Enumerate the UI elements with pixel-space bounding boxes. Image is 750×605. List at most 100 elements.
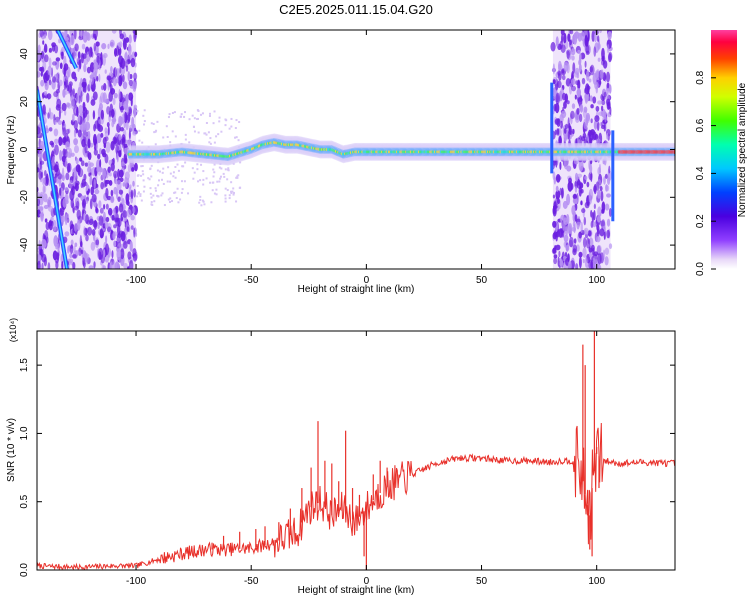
noise-speckle xyxy=(123,240,128,249)
noise-speckle xyxy=(572,221,576,228)
noise-speckle xyxy=(51,76,57,83)
noise-speckle xyxy=(51,61,57,66)
noise-speckle xyxy=(44,81,49,91)
noise-speckle xyxy=(61,51,64,60)
noise-speckle xyxy=(139,194,142,197)
noise-speckle xyxy=(109,39,115,48)
noise-speckle xyxy=(585,237,591,249)
noise-speckle xyxy=(121,198,125,206)
noise-speckle xyxy=(114,261,120,269)
noise-speckle xyxy=(161,192,164,195)
noise-speckle xyxy=(133,227,136,238)
noise-speckle xyxy=(201,199,204,202)
noise-speckle xyxy=(58,136,63,146)
noise-speckle xyxy=(39,140,45,153)
noise-speckle xyxy=(588,252,593,258)
noise-speckle xyxy=(100,109,105,120)
noise-speckle xyxy=(595,138,601,144)
noise-speckle xyxy=(77,114,81,123)
noise-speckle xyxy=(104,221,109,229)
noise-speckle xyxy=(115,78,119,84)
noise-speckle xyxy=(43,204,49,210)
y-tick-label: -20 xyxy=(19,190,30,205)
noise-speckle xyxy=(203,132,206,135)
noise-speckle xyxy=(594,70,600,79)
noise-speckle xyxy=(90,241,96,251)
snr-plot-area xyxy=(37,331,675,570)
noise-speckle xyxy=(118,169,124,178)
noise-speckle xyxy=(130,57,136,68)
noise-speckle xyxy=(590,118,593,124)
noise-speckle xyxy=(78,58,82,70)
noise-speckle xyxy=(608,243,613,249)
noise-speckle xyxy=(180,113,183,116)
noise-speckle xyxy=(141,165,144,168)
noise-speckle xyxy=(577,49,581,54)
noise-speckle xyxy=(593,203,596,210)
noise-speckle xyxy=(100,181,105,190)
noise-speckle xyxy=(66,102,71,108)
noise-speckle xyxy=(136,195,139,198)
noise-speckle xyxy=(72,261,76,269)
noise-speckle xyxy=(45,125,49,132)
noise-speckle xyxy=(43,193,48,203)
noise-speckle xyxy=(192,125,195,128)
noise-speckle xyxy=(64,187,69,192)
noise-speckle xyxy=(72,202,75,213)
noise-speckle xyxy=(54,119,57,125)
noise-speckle xyxy=(65,128,70,135)
snr-axes: -100 -50 0 50 100 0.0 0.5 1.0 1.5 xyxy=(19,331,675,587)
colorbar-tick-label: 0.4 xyxy=(695,166,706,180)
noise-speckle xyxy=(211,181,214,184)
noise-speckle xyxy=(119,33,124,40)
noise-speckle xyxy=(73,119,78,130)
noise-speckle xyxy=(124,176,128,188)
noise-speckle xyxy=(77,51,81,60)
noise-speckle xyxy=(571,55,575,61)
noise-speckle xyxy=(47,196,52,208)
noise-speckle xyxy=(166,180,169,183)
noise-speckle xyxy=(201,112,204,115)
colorbar-gradient xyxy=(711,30,737,269)
noise-speckle xyxy=(156,120,159,123)
noise-speckle xyxy=(563,128,567,134)
noise-speckle xyxy=(239,161,242,164)
noise-speckle xyxy=(53,235,59,247)
noise-speckle xyxy=(605,184,610,192)
noise-speckle xyxy=(69,220,74,230)
noise-speckle xyxy=(117,196,121,202)
noise-speckle xyxy=(588,78,592,83)
noise-speckle xyxy=(43,170,47,177)
noise-speckle xyxy=(557,70,561,76)
noise-speckle xyxy=(572,198,578,205)
noise-speckle xyxy=(576,107,580,115)
noise-speckle xyxy=(103,82,107,91)
noise-speckle xyxy=(66,152,72,158)
noise-speckle xyxy=(55,57,61,62)
noise-speckle xyxy=(100,92,106,103)
noise-speckle xyxy=(168,200,171,203)
noise-speckle xyxy=(197,180,200,183)
noise-speckle xyxy=(118,189,124,195)
noise-speckle xyxy=(102,265,107,269)
noise-speckle xyxy=(107,207,113,216)
noise-speckle xyxy=(196,118,199,121)
noise-speckle xyxy=(569,130,573,135)
noise-speckle xyxy=(107,125,110,136)
noise-speckle xyxy=(232,187,235,190)
noise-speckle xyxy=(122,74,125,83)
snr-multiplier: (x10⁴) xyxy=(8,318,18,342)
noise-speckle xyxy=(574,186,578,193)
noise-speckle xyxy=(603,176,606,185)
noise-speckle xyxy=(99,207,104,214)
noise-speckle xyxy=(167,116,170,119)
noise-speckle xyxy=(590,209,593,218)
noise-speckle xyxy=(105,216,110,223)
noise-speckle xyxy=(54,138,59,145)
noise-speckle xyxy=(108,91,113,102)
noise-speckle xyxy=(42,40,45,45)
noise-speckle xyxy=(590,104,594,109)
noise-speckle xyxy=(94,189,100,195)
noise-speckle xyxy=(90,99,96,106)
noise-speckle xyxy=(213,163,216,166)
